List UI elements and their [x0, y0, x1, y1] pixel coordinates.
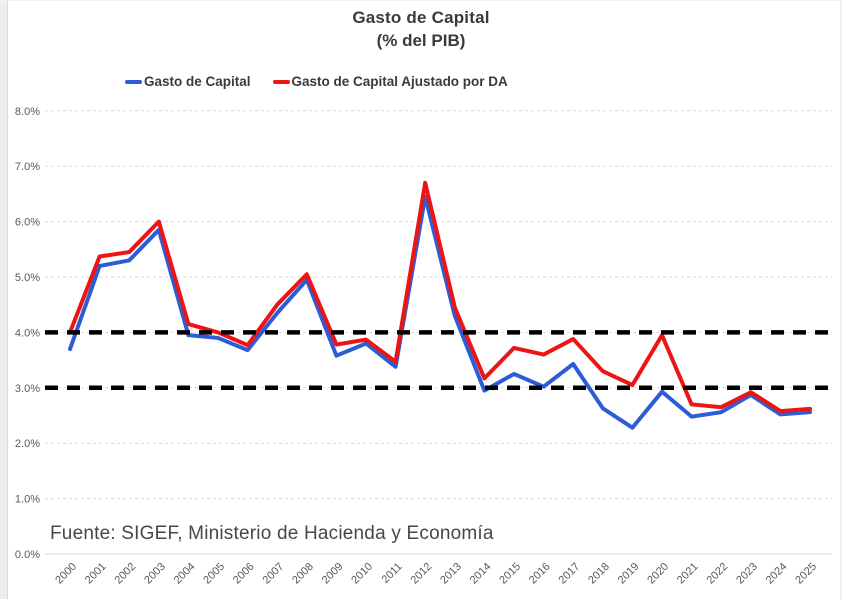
x-axis-tick-label: 2017: [557, 561, 583, 587]
series-line: [68, 180, 812, 414]
x-axis-tick-label: 2011: [380, 561, 405, 586]
x-axis-tick-label: 2001: [83, 561, 109, 587]
x-axis-tick-label: 2006: [231, 561, 257, 587]
y-axis-tick-label: 5.0%: [15, 272, 40, 284]
x-axis-tick-label: 2005: [201, 561, 227, 587]
x-axis-tick-label: 2024: [764, 561, 790, 587]
x-axis-tick-label: 2013: [438, 561, 464, 587]
source-note: Fuente: SIGEF, Ministerio de Hacienda y …: [50, 523, 494, 544]
y-axis-tick-label: 7.0%: [15, 161, 40, 173]
x-axis-tick-label: 2008: [290, 561, 316, 587]
x-axis-tick-label: 2004: [172, 561, 198, 587]
y-axis-tick-label: 6.0%: [15, 217, 40, 229]
x-axis-tick-label: 2018: [586, 561, 612, 587]
legend: Gasto de Capital Gasto de Capital Ajusta…: [125, 74, 508, 89]
x-axis-tick-label: 2021: [675, 561, 701, 587]
window-left-edge: [0, 1, 8, 599]
x-axis-tick-label: 2020: [645, 561, 671, 587]
x-axis-tick-label: 2003: [142, 561, 168, 587]
x-axis-tick-label: 2000: [53, 561, 79, 587]
x-axis-tick-label: 2025: [793, 561, 819, 587]
x-axis-tick-label: 2022: [705, 561, 731, 587]
legend-label: Gasto de Capital: [144, 74, 251, 89]
chart-title: Gasto de Capital: [352, 8, 490, 27]
window-right-edge: [840, 1, 842, 599]
x-axis-tick-label: 2023: [734, 561, 760, 587]
y-axis-tick-label: 0.0%: [15, 549, 40, 561]
legend-line-swatch-red: [272, 79, 290, 84]
x-axis-tick-label: 2010: [349, 561, 375, 587]
legend-label: Gasto de Capital Ajustado por DA: [291, 74, 508, 89]
x-axis-tick-label: 2007: [261, 561, 287, 587]
y-axis-tick-label: 8.0%: [15, 106, 40, 118]
x-axis-tick-label: 2012: [409, 561, 435, 587]
x-axis-tick-label: 2002: [113, 561, 139, 587]
y-axis-tick-label: 2.0%: [15, 438, 40, 450]
x-axis-tick-label: 2016: [527, 561, 553, 587]
x-axis-tick-label: 2009: [320, 561, 346, 587]
x-axis-tick-label: 2019: [616, 561, 642, 587]
legend-item-gasto-ajustado: Gasto de Capital Ajustado por DA: [272, 74, 508, 89]
x-axis-tick-label: 2014: [468, 561, 494, 587]
series-line: [68, 194, 812, 430]
legend-item-gasto-de-capital: Gasto de Capital: [125, 74, 251, 89]
x-axis-tick-label: 2015: [497, 561, 523, 587]
y-axis-tick-label: 3.0%: [15, 383, 40, 395]
chart-subtitle: (% del PIB): [376, 31, 466, 50]
y-axis-tick-label: 1.0%: [15, 494, 40, 506]
y-axis-tick-label: 4.0%: [15, 327, 40, 339]
legend-line-swatch-blue: [125, 79, 142, 84]
